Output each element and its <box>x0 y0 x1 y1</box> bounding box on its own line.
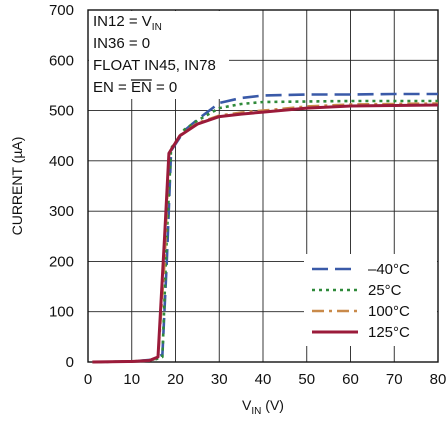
x-tick-label: 50 <box>298 371 315 388</box>
x-tick-label: 0 <box>84 371 92 388</box>
x-tick-labels: 0 10 20 30 40 50 60 70 80 <box>84 371 446 388</box>
annotation-background <box>89 11 229 99</box>
x-tick-label: 70 <box>386 371 403 388</box>
annotation-line-4-suffix: = 0 <box>152 79 177 96</box>
annotation-line-3: FLOAT IN45, IN78 <box>93 57 216 74</box>
x-tick-label: 60 <box>342 371 359 388</box>
y-tick-label: 0 <box>66 354 74 371</box>
y-tick-label: 500 <box>49 103 74 120</box>
y-tick-label: 600 <box>49 52 74 69</box>
annotation-line-2: IN36 = 0 <box>93 35 150 52</box>
x-tick-label: 20 <box>167 371 184 388</box>
y-tick-label: 100 <box>49 304 74 321</box>
annotation-line-1: IN12 = VIN <box>93 13 162 33</box>
legend-label: 100°C <box>368 303 410 320</box>
legend-label: 125°C <box>368 324 410 341</box>
annotation-line-4: EN = EN = 0 <box>93 79 177 96</box>
y-axis-title: CURRENT (µA) <box>9 137 25 236</box>
x-tick-label: 40 <box>255 371 272 388</box>
legend: –40°C 25°C 100°C 125°C <box>304 254 437 346</box>
annotation-line-1-sub: IN <box>152 22 162 33</box>
y-tick-label: 200 <box>49 253 74 270</box>
y-tick-labels: 0 100 200 300 400 500 600 700 <box>49 2 74 371</box>
series-layer <box>92 92 439 364</box>
x-axis-title-unit: (V) <box>261 397 284 413</box>
legend-label: 25°C <box>368 282 402 299</box>
series-line <box>92 92 438 364</box>
x-axis-title: VIN (V) <box>242 397 284 417</box>
x-tick-label: 80 <box>430 371 446 388</box>
annotation-line-4-overlined: EN <box>131 79 152 96</box>
annotation-block: IN12 = VIN IN36 = 0 FLOAT IN45, IN78 EN … <box>89 11 229 99</box>
plot-frame <box>87 9 439 363</box>
y-tick-label: 700 <box>49 2 74 19</box>
y-tick-label: 300 <box>49 203 74 220</box>
y-tick-label: 400 <box>49 153 74 170</box>
annotation-line-1-main: IN12 = V <box>93 13 152 30</box>
legend-label: –40°C <box>368 261 410 278</box>
series-line <box>92 103 439 364</box>
x-tick-label: 10 <box>123 371 140 388</box>
annotation-line-4-prefix: EN = <box>93 79 131 96</box>
x-axis-title-main: V <box>242 397 252 413</box>
x-tick-label: 30 <box>211 371 228 388</box>
x-axis-title-sub: IN <box>251 406 261 417</box>
